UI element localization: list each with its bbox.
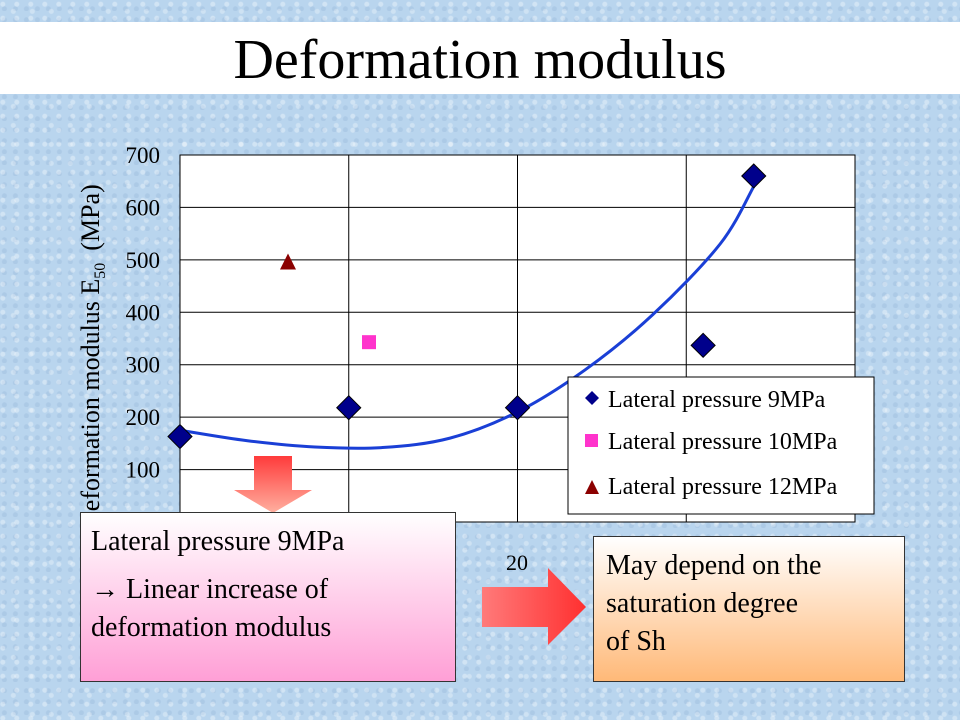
y-tick-label-1: 200	[126, 405, 161, 430]
y-axis-label: Deformation modulus E50 (MPa)	[76, 184, 109, 530]
legend-marker-diamond	[585, 391, 599, 405]
data-point-triangle-0	[280, 253, 296, 270]
callout-right-line3: of Sh	[606, 626, 666, 657]
data-point-diamond-0	[167, 423, 193, 450]
y-axis-label-unit: (MPa)	[76, 184, 105, 250]
callout-right: May depend on the saturation degree of S…	[593, 536, 905, 682]
x-tick-label: 20	[506, 550, 528, 575]
trendline	[179, 185, 756, 450]
callout-left-line1: Lateral pressure 9MPa	[91, 526, 345, 557]
y-tick-label-6: 700	[126, 143, 161, 168]
legend-label-10mpa: Lateral pressure 10MPa	[608, 429, 838, 455]
legend-label-9mpa: Lateral pressure 9MPa	[608, 387, 826, 413]
y-axis-label-main: Deformation modulus E	[76, 279, 105, 530]
markers	[167, 163, 767, 450]
callout-right-line1: May depend on the	[606, 550, 822, 581]
legend-label-12mpa: Lateral pressure 12MPa	[608, 474, 838, 500]
data-point-diamond-2	[504, 394, 531, 421]
down-arrow	[234, 456, 312, 513]
y-tick-label-5: 600	[126, 195, 161, 220]
legend-marker-square	[585, 434, 598, 447]
right-arrow	[482, 568, 586, 645]
data-point-diamond-4	[741, 163, 767, 189]
y-ticks: 100 200 300 400 500 600 700	[126, 143, 161, 483]
title-bar	[0, 22, 960, 94]
legend-box	[567, 376, 875, 515]
data-point-square-0	[362, 335, 376, 350]
y-tick-label-2: 300	[126, 353, 161, 378]
data-point-diamond-1	[336, 394, 362, 421]
legend-marker-triangle	[585, 480, 599, 494]
callout-right-line2: saturation degree	[606, 588, 799, 619]
data-point-diamond-3	[690, 332, 716, 359]
y-tick-label-3: 400	[126, 300, 161, 325]
y-tick-label-0: 100	[126, 458, 161, 483]
callout-left-line3: deformation modulus	[91, 612, 332, 643]
callout-left: Lateral pressure 9MPa → Linear increase …	[80, 512, 456, 682]
callout-left-line2: → Linear increase of	[91, 574, 329, 605]
slide-title: Deformation modulus	[233, 29, 727, 91]
y-tick-label-4: 500	[126, 248, 161, 273]
y-axis-label-subscript: 50	[92, 263, 109, 279]
